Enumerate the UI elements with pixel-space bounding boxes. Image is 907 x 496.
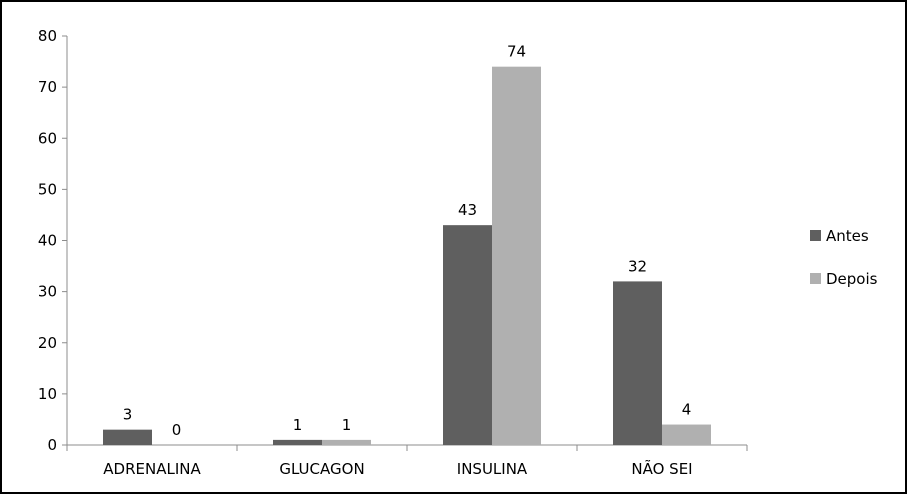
- data-labels: 3 0 1 1 43 74 32 4: [123, 43, 692, 439]
- y-tick-label: 40: [38, 232, 57, 250]
- x-tick-label: INSULINA: [457, 460, 528, 478]
- y-tick-label: 50: [38, 180, 57, 198]
- bars: [103, 66, 711, 446]
- data-label-antes: 32: [628, 257, 647, 275]
- legend-swatch-antes: [810, 230, 821, 241]
- legend: Antes Depois: [810, 227, 878, 288]
- y-tick-label: 20: [38, 334, 57, 352]
- y-tick-label: 70: [38, 78, 57, 96]
- bar-depois: [662, 424, 711, 445]
- legend-swatch-depois: [810, 273, 821, 284]
- bar-depois: [322, 439, 371, 445]
- data-label-depois: 74: [507, 43, 526, 61]
- bar-antes: [443, 225, 492, 445]
- x-tick-label: NÃO SEI: [631, 459, 692, 478]
- data-label-depois: 0: [172, 421, 182, 439]
- x-tick-label: ADRENALINA: [103, 460, 201, 478]
- data-label-antes: 3: [123, 406, 133, 424]
- x-tick-label: GLUCAGON: [279, 460, 364, 478]
- legend-label-antes: Antes: [826, 227, 869, 245]
- data-label-antes: 1: [293, 416, 303, 434]
- data-label-antes: 43: [458, 201, 477, 219]
- data-label-depois: 1: [342, 416, 352, 434]
- bar-antes: [613, 281, 662, 445]
- y-tick-label: 80: [38, 27, 57, 45]
- y-tick-label: 60: [38, 129, 57, 147]
- legend-label-depois: Depois: [826, 270, 878, 288]
- y-tick-label: 30: [38, 283, 57, 301]
- y-tick-label: 10: [38, 385, 57, 403]
- y-tick-label: 0: [47, 436, 57, 454]
- data-label-depois: 4: [682, 401, 692, 419]
- bar-antes: [273, 439, 322, 445]
- bar-antes: [103, 429, 152, 445]
- bar-depois: [492, 66, 541, 446]
